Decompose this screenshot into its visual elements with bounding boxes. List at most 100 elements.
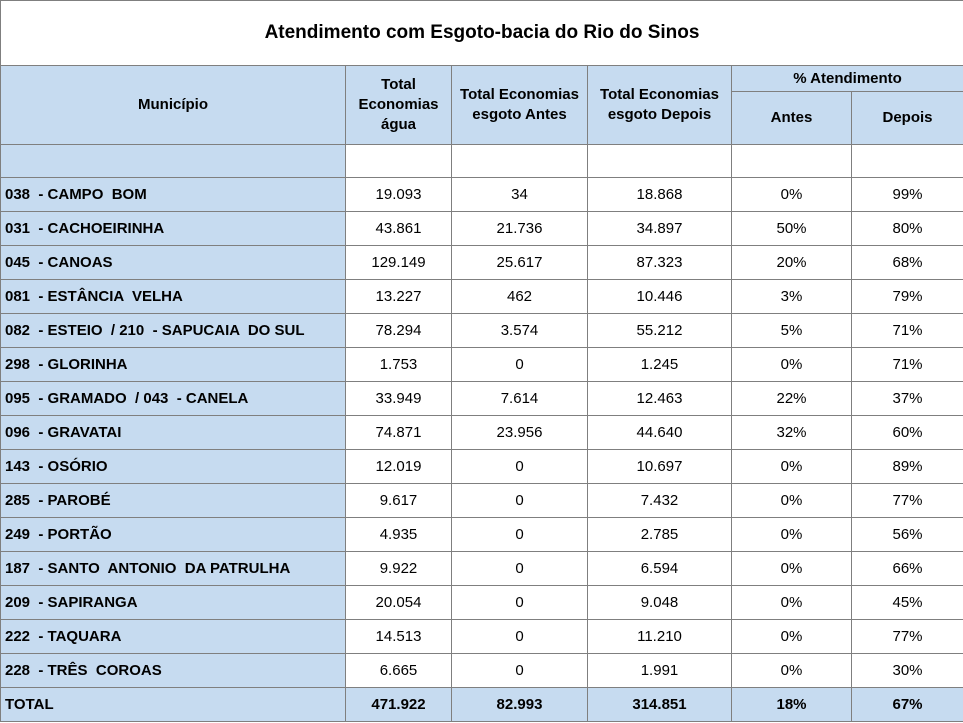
- municipality-cell: 038 - CAMPO BOM: [0, 177, 346, 212]
- value-cell: 56%: [850, 517, 963, 552]
- value-cell: 55.212: [587, 313, 732, 348]
- value-cell: 23.956: [451, 415, 588, 450]
- data-row: 096 - GRAVATAI 74.871 23.956 44.640 32% 60%: [0, 415, 963, 450]
- empty-cell: [0, 144, 346, 178]
- municipality-cell: 285 - PAROBÉ: [0, 483, 346, 518]
- header-cell: Antes: [731, 91, 852, 145]
- value-cell: 78.294: [345, 313, 452, 348]
- value-cell: 50%: [731, 211, 852, 246]
- title-row: Atendimento com Esgoto-bacia do Rio do S…: [0, 0, 963, 66]
- value-cell: 18.868: [587, 177, 732, 212]
- value-cell: 0%: [731, 177, 852, 212]
- value-cell: 87.323: [587, 245, 732, 280]
- value-cell: 60%: [850, 415, 963, 450]
- empty-cell: [345, 144, 452, 178]
- municipality-cell: 298 - GLORINHA: [0, 347, 346, 382]
- value-cell: 10.446: [587, 279, 732, 314]
- data-row: 081 - ESTÂNCIA VELHA 13.227 462 10.446 3% 79%: [0, 279, 963, 314]
- municipality-cell: 249 - PORTÃO: [0, 517, 346, 552]
- value-cell: 1.753: [345, 347, 452, 382]
- value-cell: 22%: [731, 381, 852, 416]
- value-cell: 68%: [850, 245, 963, 280]
- data-row: 222 - TAQUARA 14.513 0 11.210 0% 77%: [0, 619, 963, 654]
- value-cell: 79%: [850, 279, 963, 314]
- municipality-cell: 143 - OSÓRIO: [0, 449, 346, 484]
- value-cell: 11.210: [587, 619, 732, 654]
- value-cell: 2.785: [587, 517, 732, 552]
- empty-cell: [451, 144, 588, 178]
- municipality-cell: 228 - TRÊS COROAS: [0, 653, 346, 688]
- value-cell: 0%: [731, 483, 852, 518]
- data-row: 082 - ESTEIO / 210 - SAPUCAIA DO SUL 78.2…: [0, 313, 963, 348]
- data-row: 143 - OSÓRIO 12.019 0 10.697 0% 89%: [0, 449, 963, 484]
- data-row: 187 - SANTO ANTONIO DA PATRULHA 9.922 0 6.5…: [0, 551, 963, 586]
- value-cell: 9.048: [587, 585, 732, 620]
- value-cell: 74.871: [345, 415, 452, 450]
- value-cell: 0: [451, 653, 588, 688]
- value-cell: 34: [451, 177, 588, 212]
- value-cell: 13.227: [345, 279, 452, 314]
- header-cell: Total Economias água: [345, 65, 452, 145]
- municipality-cell: 045 - CANOAS: [0, 245, 346, 280]
- value-cell: 9.922: [345, 551, 452, 586]
- value-cell: 4.935: [345, 517, 452, 552]
- value-cell: 0: [451, 347, 588, 382]
- data-row: 031 - CACHOEIRINHA 43.861 21.736 34.897 50% 8…: [0, 211, 963, 246]
- value-cell: 462: [451, 279, 588, 314]
- municipality-cell: 187 - SANTO ANTONIO DA PATRULHA: [0, 551, 346, 586]
- value-cell: 0: [451, 449, 588, 484]
- header-cell: Depois: [850, 91, 963, 145]
- value-cell: 18%: [731, 687, 852, 722]
- value-cell: 20.054: [345, 585, 452, 620]
- table-title: Atendimento com Esgoto-bacia do Rio do S…: [0, 0, 963, 66]
- value-cell: 0%: [731, 619, 852, 654]
- value-cell: 77%: [850, 483, 963, 518]
- header-cell: Município: [0, 65, 346, 145]
- value-cell: 99%: [850, 177, 963, 212]
- value-cell: 129.149: [345, 245, 452, 280]
- value-cell: 37%: [850, 381, 963, 416]
- value-cell: 0: [451, 585, 588, 620]
- value-cell: 5%: [731, 313, 852, 348]
- value-cell: 7.432: [587, 483, 732, 518]
- data-row: 095 - GRAMADO / 043 - CANELA 33.949 7.614 1…: [0, 381, 963, 416]
- data-row: 285 - PAROBÉ 9.617 0 7.432 0% 77%: [0, 483, 963, 518]
- value-cell: 25.617: [451, 245, 588, 280]
- value-cell: 82.993: [451, 687, 588, 722]
- value-cell: 19.093: [345, 177, 452, 212]
- value-cell: 30%: [850, 653, 963, 688]
- value-cell: 0%: [731, 551, 852, 586]
- municipality-cell: 095 - GRAMADO / 043 - CANELA: [0, 381, 346, 416]
- value-cell: 21.736: [451, 211, 588, 246]
- value-cell: 0: [451, 551, 588, 586]
- empty-cell: [587, 144, 732, 178]
- municipality-cell: 096 - GRAVATAI: [0, 415, 346, 450]
- value-cell: 20%: [731, 245, 852, 280]
- data-row: 045 - CANOAS 129.149 25.617 87.323 20% 68%: [0, 245, 963, 280]
- value-cell: 10.697: [587, 449, 732, 484]
- header-row: Município Total Economias água Total Eco…: [0, 65, 963, 145]
- value-cell: 80%: [850, 211, 963, 246]
- data-row: 228 - TRÊS COROAS 6.665 0 1.991 0% 30%: [0, 653, 963, 688]
- value-cell: 7.614: [451, 381, 588, 416]
- value-cell: 44.640: [587, 415, 732, 450]
- municipality-cell: 031 - CACHOEIRINHA: [0, 211, 346, 246]
- value-cell: 0%: [731, 585, 852, 620]
- municipality-cell: 209 - SAPIRANGA: [0, 585, 346, 620]
- value-cell: 1.991: [587, 653, 732, 688]
- value-cell: 0: [451, 517, 588, 552]
- value-cell: 66%: [850, 551, 963, 586]
- value-cell: 0%: [731, 517, 852, 552]
- empty-cell: [731, 144, 852, 178]
- value-cell: 0%: [731, 449, 852, 484]
- empty-cell: [850, 144, 963, 178]
- data-row: 298 - GLORINHA 1.753 0 1.245 0% 71%: [0, 347, 963, 382]
- value-cell: 89%: [850, 449, 963, 484]
- value-cell: 0: [451, 619, 588, 654]
- value-cell: 71%: [850, 347, 963, 382]
- total-row: TOTAL 471.922 82.993 314.851 18% 67%: [0, 687, 963, 722]
- header-cell: Total Economias esgoto Antes: [451, 65, 588, 145]
- data-row: 249 - PORTÃO 4.935 0 2.785 0% 56%: [0, 517, 963, 552]
